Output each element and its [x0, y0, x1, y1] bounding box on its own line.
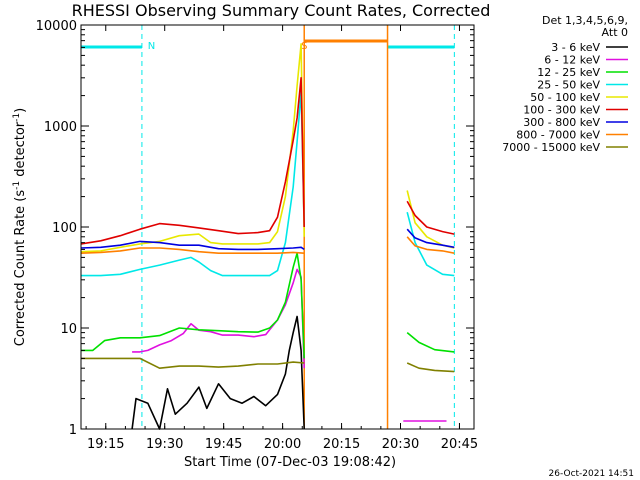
y-axis-title-main: Corrected Count Rate (s	[13, 190, 28, 347]
series-line-9	[81, 357, 455, 373]
y-tick-label: 1	[69, 423, 77, 438]
legend-label-7: 300 - 800 keV	[523, 116, 600, 129]
y-axis-title: Corrected Count Rate (s-1 detector-1)	[12, 108, 28, 346]
y-tick-label: 10	[60, 322, 77, 337]
y-axis-title-sup1: -1	[12, 181, 22, 190]
legend-label-3: 12 - 25 keV	[537, 66, 600, 79]
series-line-5	[80, 43, 455, 253]
legend-label-2: 6 - 12 keV	[544, 54, 600, 67]
x-tick-label: 19:30	[146, 437, 183, 452]
legend-label-8: 800 - 7000 keV	[516, 129, 600, 142]
x-axis: 19:15 19:30 19:45 20:00 20:15 20:30 20:45	[85, 25, 478, 452]
series-line-3	[81, 252, 455, 359]
x-tick-label: 20:00	[264, 437, 301, 452]
series-line-1	[131, 315, 305, 430]
series-line-2	[132, 268, 447, 422]
y-tick-label: 1000	[44, 120, 77, 135]
legend-header-line2: Att 0	[602, 26, 628, 39]
x-tick-label: 20:15	[323, 437, 360, 452]
legend-header-line1: Det 1,3,4,5,6,9,	[542, 14, 628, 27]
legend-label-5: 50 - 100 keV	[530, 91, 600, 104]
series-line-8	[80, 236, 455, 254]
chart-title: RHESSI Observing Summary Count Rates, Co…	[72, 1, 491, 20]
x-axis-title: Start Time (07-Dec-03 19:08:42)	[184, 455, 396, 470]
series-layer	[80, 43, 455, 430]
legend-label-9: 7000 - 15000 keV	[502, 141, 600, 154]
plot-frame	[80, 24, 475, 430]
series-line-4	[81, 90, 455, 277]
y-axis-title-end: )	[13, 108, 28, 113]
y-axis: 1 10 100 1000 10000	[36, 19, 474, 438]
legend-label-1: 3 - 6 keV	[551, 41, 600, 54]
footer-timestamp: 26-Oct-2021 14:51	[549, 469, 634, 479]
y-tick-label: 100	[52, 221, 77, 236]
y-axis-title-sup2: -1	[12, 113, 22, 122]
legend-label-6: 100 - 300 keV	[523, 104, 600, 117]
x-tick-label: 19:15	[87, 437, 124, 452]
y-tick-label: 10000	[36, 19, 77, 34]
legend-label-4: 25 - 50 keV	[537, 79, 600, 92]
flag-label-s: S	[301, 41, 307, 52]
y-axis-title-rest: detector	[13, 121, 28, 181]
flag-label-n: N	[148, 41, 155, 52]
x-tick-label: 20:45	[441, 437, 478, 452]
series-line-6	[80, 77, 455, 245]
x-tick-label: 19:45	[205, 437, 242, 452]
x-tick-label: 20:30	[382, 437, 419, 452]
series-line-7	[80, 228, 455, 251]
